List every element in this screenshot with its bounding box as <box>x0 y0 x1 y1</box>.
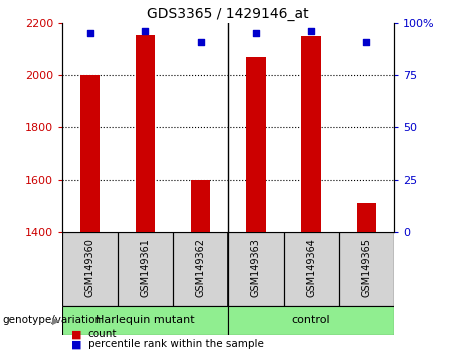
Point <box>197 39 204 45</box>
Text: GSM149364: GSM149364 <box>306 238 316 297</box>
Point <box>252 30 260 36</box>
Bar <box>62 306 228 335</box>
Bar <box>136 35 155 232</box>
Bar <box>284 232 339 306</box>
Text: genotype/variation: genotype/variation <box>2 315 101 325</box>
Bar <box>339 232 394 306</box>
Text: ■: ■ <box>71 339 82 349</box>
Text: GSM149360: GSM149360 <box>85 238 95 297</box>
Bar <box>228 306 394 335</box>
Point <box>86 30 94 36</box>
Bar <box>173 232 228 306</box>
Bar <box>357 203 376 232</box>
Text: Harlequin mutant: Harlequin mutant <box>96 315 195 325</box>
Title: GDS3365 / 1429146_at: GDS3365 / 1429146_at <box>148 7 309 21</box>
Text: GSM149362: GSM149362 <box>195 238 206 297</box>
Text: percentile rank within the sample: percentile rank within the sample <box>88 339 264 349</box>
Bar <box>62 232 118 306</box>
Text: ▶: ▶ <box>52 315 59 325</box>
Point <box>307 29 315 34</box>
Text: GSM149365: GSM149365 <box>361 238 372 297</box>
Bar <box>246 57 266 232</box>
Text: ■: ■ <box>71 329 82 339</box>
Point <box>142 29 149 34</box>
Bar <box>80 75 100 232</box>
Bar <box>301 36 321 232</box>
Bar <box>191 180 210 232</box>
Text: GSM149361: GSM149361 <box>140 238 150 297</box>
Text: count: count <box>88 329 117 339</box>
Bar <box>118 232 173 306</box>
Point <box>363 39 370 45</box>
Bar <box>228 232 284 306</box>
Text: control: control <box>292 315 331 325</box>
Text: GSM149363: GSM149363 <box>251 238 261 297</box>
